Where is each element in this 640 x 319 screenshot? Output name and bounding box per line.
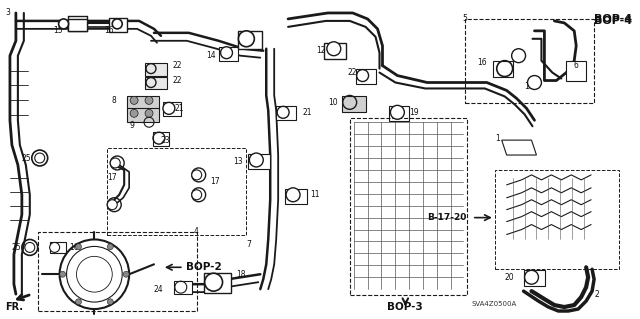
Circle shape [50,242,60,252]
Bar [465,19,594,103]
Text: 16: 16 [70,243,79,252]
Text: 4: 4 [194,227,198,236]
Bar [276,106,296,120]
Bar [493,61,513,77]
Circle shape [205,273,223,291]
Bar [356,69,376,85]
Circle shape [76,244,81,250]
Text: 15: 15 [54,26,63,35]
Text: FR.: FR. [5,302,23,312]
Circle shape [60,271,65,277]
Circle shape [192,170,202,180]
Bar [127,108,159,122]
Polygon shape [502,140,536,155]
Bar [109,18,127,32]
Circle shape [221,47,232,59]
Circle shape [130,109,138,117]
Text: 18: 18 [236,270,246,279]
Circle shape [123,271,129,277]
Text: 6: 6 [573,61,578,70]
Bar [248,154,270,169]
Circle shape [239,31,254,47]
Text: 7: 7 [246,240,252,249]
Circle shape [327,42,340,56]
Text: 25: 25 [12,243,22,252]
Circle shape [112,19,122,29]
Text: 3: 3 [5,9,10,18]
Circle shape [163,102,175,114]
Text: 18: 18 [525,82,534,91]
Bar [389,106,410,121]
Circle shape [108,299,113,305]
Circle shape [59,19,68,29]
Text: 21: 21 [175,104,184,113]
Circle shape [145,96,153,104]
Bar [204,273,232,293]
Text: 2: 2 [594,290,599,299]
Text: 22: 22 [173,61,182,70]
Circle shape [250,153,263,167]
Bar [174,281,192,294]
Circle shape [286,188,300,202]
Text: 19: 19 [410,108,419,117]
Circle shape [277,106,289,118]
Circle shape [76,299,81,305]
Text: BOP-3: BOP-3 [387,302,423,312]
Bar [163,102,181,116]
Text: 10: 10 [328,98,337,107]
Circle shape [110,158,120,168]
Text: 14: 14 [207,51,216,60]
Circle shape [108,244,113,250]
Text: 20: 20 [505,273,515,282]
Circle shape [108,200,117,210]
Bar [68,19,88,31]
Text: 23: 23 [161,136,171,145]
Bar [285,189,307,204]
Text: 17: 17 [211,177,220,186]
Text: 17: 17 [108,174,117,182]
Bar [524,270,545,286]
Text: BOP-4: BOP-4 [594,16,632,26]
Text: 22: 22 [348,68,357,77]
Circle shape [145,109,153,117]
Bar [50,242,65,253]
Text: BOP-4: BOP-4 [594,14,632,24]
Bar [324,43,346,59]
Bar [349,118,467,295]
Text: BOP-2: BOP-2 [186,262,221,272]
Text: 16: 16 [477,58,486,67]
Bar [145,63,167,76]
Bar [342,96,365,112]
Text: 21: 21 [302,108,312,117]
Text: 16: 16 [104,26,114,35]
Bar [495,170,619,269]
Bar [38,232,196,311]
Text: SVA4Z0500A: SVA4Z0500A [472,301,517,307]
Circle shape [390,105,404,119]
Bar [239,31,262,49]
Circle shape [192,190,202,200]
Text: 5: 5 [462,14,467,23]
Bar [127,96,159,110]
Text: 12: 12 [316,46,325,55]
Circle shape [527,76,541,89]
Bar [153,132,169,146]
Bar [145,77,167,89]
Text: 8: 8 [111,96,116,105]
Text: 24: 24 [154,285,164,294]
Bar [566,61,586,80]
Text: 25: 25 [22,153,31,162]
Text: 13: 13 [234,158,243,167]
Text: 18: 18 [243,31,252,40]
Text: 9: 9 [129,121,134,130]
Text: 11: 11 [310,190,319,199]
Circle shape [130,96,138,104]
Text: B-17-20: B-17-20 [427,213,467,222]
Bar [108,148,246,235]
Bar [219,47,239,61]
Text: 22: 22 [173,76,182,85]
Text: 1: 1 [495,134,499,143]
